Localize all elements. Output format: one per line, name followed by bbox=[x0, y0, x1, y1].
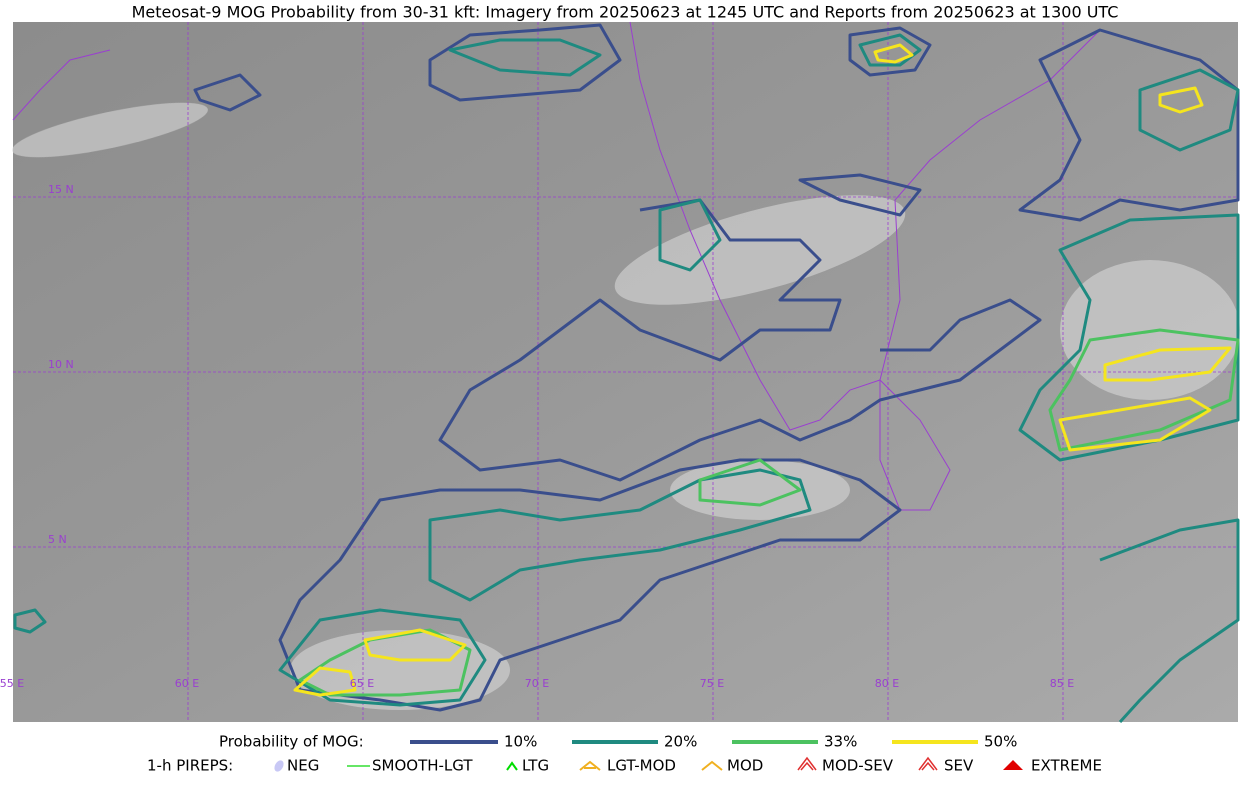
lat-label: 5 N bbox=[48, 533, 67, 546]
legend-label: 33% bbox=[824, 733, 857, 751]
pirep-label: SMOOTH-LGT bbox=[372, 757, 473, 775]
lon-label: 80 E bbox=[875, 677, 899, 690]
contour bbox=[293, 666, 357, 697]
legend-label: 10% bbox=[504, 733, 537, 751]
pirep-icon bbox=[274, 760, 284, 772]
contour bbox=[1103, 346, 1232, 382]
pirep-label: EXTREME bbox=[1031, 757, 1102, 775]
lat-label: 15 N bbox=[48, 183, 74, 196]
lon-label: 60 E bbox=[175, 677, 199, 690]
title: Meteosat-9 MOG Probability from 30-31 kf… bbox=[132, 3, 1119, 22]
contour bbox=[873, 43, 914, 64]
contour bbox=[798, 173, 922, 217]
contour bbox=[1048, 328, 1240, 452]
pirep-icon bbox=[797, 756, 817, 771]
contour bbox=[658, 198, 722, 272]
contour bbox=[13, 608, 47, 634]
pirep-label: NEG bbox=[287, 757, 319, 775]
pirep-label: MOD bbox=[727, 757, 763, 775]
pirep-label: SEV bbox=[944, 757, 974, 775]
pirep-icon bbox=[918, 756, 938, 771]
legend-title: Probability of MOG: bbox=[219, 733, 364, 751]
lat-label: 10 N bbox=[48, 358, 74, 371]
contour bbox=[363, 628, 467, 662]
contour bbox=[1099, 518, 1240, 724]
contour bbox=[298, 628, 472, 697]
contour bbox=[1058, 396, 1212, 452]
contour bbox=[428, 23, 622, 102]
lon-label: 65 E bbox=[350, 677, 374, 690]
pirep-icon bbox=[701, 760, 723, 771]
pirep-icon bbox=[579, 760, 601, 771]
contour bbox=[193, 73, 262, 112]
lon-label: 85 E bbox=[1050, 677, 1074, 690]
pirep-icon bbox=[506, 761, 518, 771]
pirep-label: MOD-SEV bbox=[822, 757, 894, 775]
contour bbox=[848, 26, 932, 77]
contour bbox=[1018, 213, 1240, 462]
legend-label: 20% bbox=[664, 733, 697, 751]
contour bbox=[438, 198, 1042, 482]
lon-label: 75 E bbox=[700, 677, 724, 690]
coastline bbox=[12, 21, 1101, 511]
pirep-label: LTG bbox=[522, 757, 549, 775]
contour bbox=[278, 608, 487, 707]
legend-label: 50% bbox=[984, 733, 1017, 751]
lon-label: 70 E bbox=[525, 677, 549, 690]
pirep-label: LGT-MOD bbox=[607, 757, 676, 775]
contour bbox=[698, 458, 802, 507]
pirep-title: 1-h PIREPS: bbox=[147, 757, 233, 775]
contour bbox=[1138, 68, 1240, 152]
contour bbox=[858, 33, 922, 67]
contour bbox=[1158, 86, 1204, 114]
graticule bbox=[13, 22, 1238, 722]
contours bbox=[13, 23, 1240, 724]
grid-labels: 15 N 10 N 5 N 55 E 60 E 65 E 70 E 75 E 8… bbox=[0, 183, 1074, 690]
contour bbox=[448, 38, 602, 77]
lon-label: 55 E bbox=[0, 677, 24, 690]
pirep-icon bbox=[1003, 760, 1023, 770]
legend: Probability of MOG: 10% 20% 33% 50% 1-h … bbox=[147, 733, 1102, 775]
contour bbox=[1018, 28, 1240, 222]
contour bbox=[428, 468, 812, 602]
